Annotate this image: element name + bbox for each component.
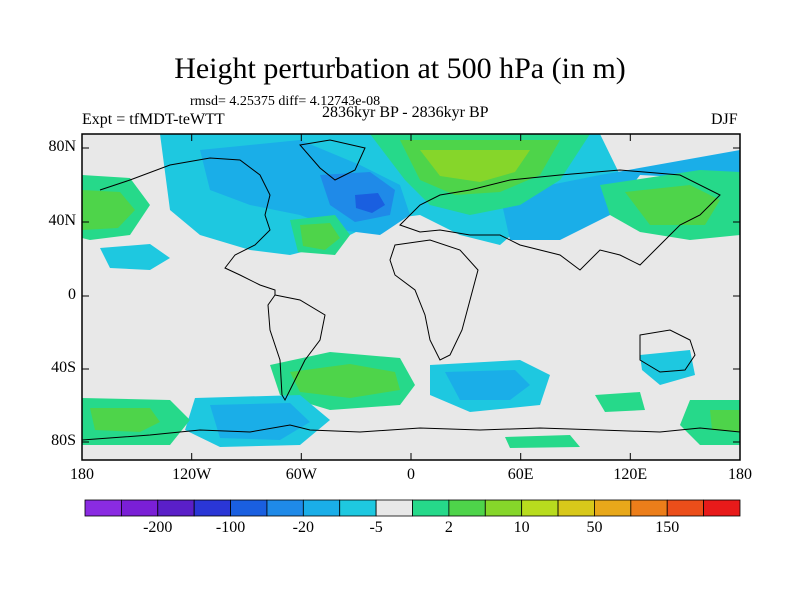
colorbar-swatch bbox=[703, 499, 741, 517]
colorbar-swatch bbox=[448, 499, 486, 517]
positive-band-indian-ocean bbox=[595, 392, 645, 412]
map-title: Height perturbation at 500 hPa (in m) bbox=[174, 52, 626, 85]
colorbar-swatch bbox=[412, 499, 450, 517]
coast-north-america bbox=[99, 157, 276, 295]
coast-australia bbox=[639, 329, 696, 373]
colorbar-label: -5 bbox=[369, 519, 383, 536]
colorbar-swatch bbox=[594, 499, 632, 517]
colorbar-label: -100 bbox=[215, 519, 246, 536]
lat-tick-label: 40S bbox=[51, 359, 76, 376]
positive-inner-arctic-europe bbox=[420, 150, 530, 182]
colorbar-swatch bbox=[484, 499, 523, 517]
colorbar-swatch bbox=[666, 499, 705, 517]
lon-tick-label: 60W bbox=[285, 466, 317, 483]
colorbar-swatch bbox=[302, 499, 341, 517]
field-layer bbox=[82, 134, 740, 460]
colorbar-swatch bbox=[339, 499, 377, 517]
colorbar bbox=[84, 499, 741, 517]
negative-core-south-pacific bbox=[210, 403, 310, 440]
colorbar-swatch bbox=[193, 499, 231, 517]
colorbar-swatch bbox=[230, 499, 268, 517]
lon-tick-label: 180 bbox=[70, 466, 94, 483]
colorbar-swatch bbox=[266, 499, 304, 517]
colorbar-swatch bbox=[557, 499, 595, 517]
experiment-label: Expt = tfMDT-teWTT bbox=[82, 111, 225, 128]
lon-tick-label: 0 bbox=[407, 466, 415, 483]
colorbar-label: -200 bbox=[143, 519, 173, 536]
positive-patch-antarctic bbox=[505, 435, 580, 448]
positive-core-southern-ocean-west bbox=[90, 408, 160, 432]
positive-core-atlantic-small bbox=[300, 223, 340, 250]
colorbar-label: 50 bbox=[586, 519, 603, 536]
coastlines bbox=[82, 139, 740, 441]
colorbar-swatch bbox=[630, 499, 668, 517]
negative-patch-australia bbox=[640, 350, 695, 385]
coast-africa bbox=[389, 239, 479, 361]
lat-tick-label: 80S bbox=[51, 432, 76, 449]
lat-tick-label: 0 bbox=[68, 286, 76, 303]
season-label: DJF bbox=[711, 111, 738, 128]
period-label: 2836kyr BP - 2836kyr BP bbox=[322, 104, 489, 121]
colorbar-label: -20 bbox=[292, 519, 314, 536]
colorbar-swatch bbox=[375, 499, 413, 517]
negative-patch-pacific bbox=[100, 244, 170, 270]
positive-core-east-asia bbox=[625, 185, 720, 225]
positive-core-pacific bbox=[82, 190, 135, 230]
lat-tick-label: 40N bbox=[48, 212, 76, 229]
coast-eurasia bbox=[399, 169, 721, 271]
colorbar-label: 150 bbox=[655, 519, 680, 536]
axis-ticks bbox=[81, 134, 741, 460]
coast-antarctica bbox=[82, 424, 740, 441]
colorbar-swatch bbox=[521, 499, 559, 517]
lon-tick-label: 180 bbox=[728, 466, 752, 483]
negative-core-atlantic-inner bbox=[355, 193, 385, 213]
rmsd-stats: rmsd= 4.25375 diff= 4.12743e-08 bbox=[190, 94, 381, 109]
colorbar-label: 2 bbox=[444, 519, 453, 536]
colorbar-label: 10 bbox=[513, 519, 530, 536]
lon-tick-label: 120W bbox=[172, 466, 212, 483]
lat-tick-label: 80N bbox=[48, 138, 76, 155]
colorbar-swatch bbox=[157, 499, 195, 517]
colorbar-swatch bbox=[84, 499, 122, 517]
positive-core-south-atlantic bbox=[290, 364, 400, 398]
negative-core-south-indian bbox=[445, 370, 530, 400]
coast-south-america bbox=[267, 294, 326, 402]
lon-tick-label: 60E bbox=[507, 466, 534, 483]
lon-tick-label: 120E bbox=[613, 466, 648, 483]
coast-greenland bbox=[299, 139, 366, 181]
colorbar-swatch bbox=[120, 499, 159, 517]
positive-core-southern-ocean-east bbox=[710, 410, 740, 432]
